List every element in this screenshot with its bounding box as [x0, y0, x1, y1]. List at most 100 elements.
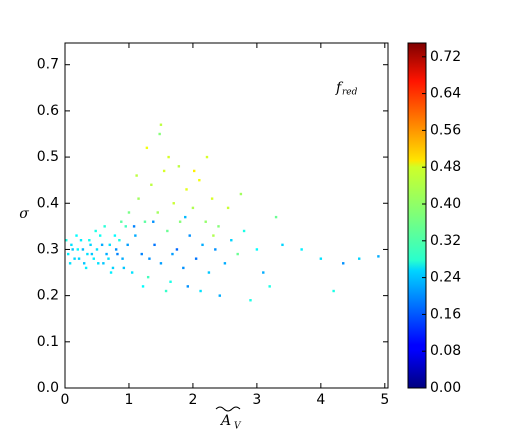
colorbar-tick-label: 0.56 — [430, 122, 461, 138]
point — [148, 257, 151, 260]
point — [70, 243, 73, 247]
y-tick-label: 0.1 — [37, 334, 59, 350]
point — [186, 285, 190, 288]
point — [177, 165, 181, 168]
point — [191, 206, 195, 210]
point — [134, 234, 137, 237]
point — [103, 225, 106, 228]
point — [217, 225, 220, 228]
point — [145, 146, 149, 150]
point — [358, 257, 361, 260]
point — [150, 183, 153, 186]
point — [193, 169, 196, 173]
point — [152, 220, 155, 223]
point — [98, 234, 102, 237]
point — [71, 248, 74, 251]
point — [242, 229, 246, 233]
point — [90, 252, 94, 256]
colorbar-tick-label: 0.72 — [430, 49, 461, 65]
colorbar-tick-label: 0.16 — [430, 306, 461, 322]
point — [79, 239, 83, 242]
point — [194, 257, 198, 260]
point — [105, 252, 108, 256]
point — [81, 248, 85, 251]
x-tick-label: 5 — [380, 392, 389, 408]
y-tick-label: 0.4 — [37, 195, 59, 211]
point — [207, 271, 211, 274]
point — [132, 225, 136, 228]
colorbar-tick-label: 0.48 — [430, 159, 461, 175]
point — [86, 252, 89, 256]
x-axis-label: A V — [215, 406, 242, 432]
x-tick-label: 0 — [61, 392, 70, 408]
point — [156, 211, 159, 214]
colorbar — [407, 42, 427, 389]
point — [178, 220, 182, 223]
point — [141, 285, 145, 288]
x-axis-label-base: A — [219, 413, 231, 429]
point — [124, 225, 127, 228]
point — [182, 266, 185, 270]
point — [236, 252, 239, 256]
plot-frame — [64, 42, 389, 389]
point — [255, 248, 259, 251]
point — [199, 289, 202, 293]
point — [377, 255, 380, 258]
point — [188, 234, 191, 237]
point — [223, 262, 227, 265]
colorbar-tick-label: 0.24 — [430, 270, 461, 286]
point — [172, 202, 175, 205]
point — [88, 239, 91, 242]
point — [281, 243, 284, 247]
annotation-sub: red — [342, 88, 358, 98]
point — [84, 266, 88, 270]
point — [185, 188, 188, 191]
point — [158, 132, 161, 136]
y-tick-label: 0.6 — [37, 103, 59, 119]
point — [146, 275, 150, 279]
point — [300, 248, 303, 251]
point — [205, 155, 209, 159]
points — [65, 123, 380, 302]
point — [210, 197, 214, 200]
colorbar-tick-label: 0.64 — [430, 86, 461, 102]
point — [94, 229, 97, 233]
point — [113, 234, 117, 237]
colorbar-tick-label: 0.40 — [430, 196, 461, 212]
point — [111, 266, 115, 270]
y-tick-label: 0.5 — [37, 149, 59, 165]
colorbar-tick-label: 0.08 — [430, 343, 461, 359]
point — [201, 243, 204, 247]
point — [184, 215, 187, 219]
point — [212, 234, 215, 237]
y-tick-label: 0.3 — [37, 241, 59, 257]
point — [332, 289, 335, 293]
y-tick-label: 0.7 — [37, 57, 59, 73]
point — [171, 252, 174, 256]
annotation: f red — [335, 80, 358, 98]
point — [102, 262, 105, 265]
point — [116, 252, 119, 256]
point — [75, 234, 78, 237]
point — [97, 262, 100, 265]
point — [153, 243, 156, 247]
point — [118, 239, 121, 242]
point — [108, 243, 111, 247]
point — [100, 243, 104, 247]
point — [249, 299, 252, 302]
point — [198, 178, 201, 182]
point — [122, 266, 126, 270]
point — [167, 155, 170, 159]
point — [159, 123, 163, 126]
point — [130, 271, 134, 274]
point — [143, 220, 147, 223]
point — [66, 252, 70, 256]
y-tick-label: 0.0 — [37, 380, 59, 396]
point — [95, 248, 99, 251]
point — [76, 248, 79, 251]
point — [65, 239, 68, 242]
point — [120, 220, 123, 223]
point — [214, 248, 217, 251]
point — [262, 271, 265, 274]
